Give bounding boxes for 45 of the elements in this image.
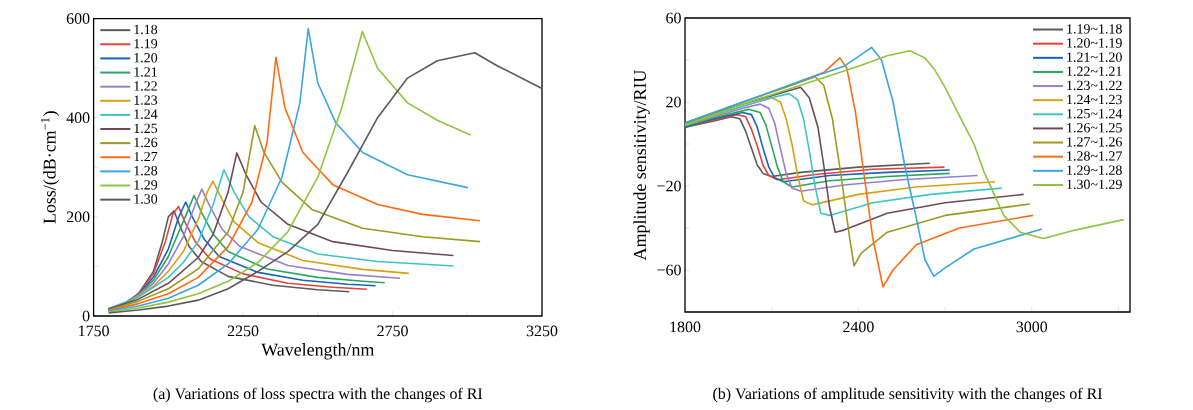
y-tick-label: −60 [657, 264, 681, 276]
text: (a) Variations of loss spectra with the changes of RI [153, 387, 483, 403]
x-axis-title: Wavelength/nm [261, 343, 375, 360]
legend-label: 1.24 [134, 109, 158, 119]
y-tick-label: 0 [82, 310, 90, 322]
y-tick-label: 200 [66, 211, 90, 223]
legend-label: 1.26~1.25 [1067, 123, 1122, 133]
y-axis-title: Loss/(dB·cm$^{−1}$) [40, 111, 60, 224]
legend-label: 1.20~1.19 [1067, 38, 1122, 48]
y-axis-title: Amplitude sensitivity/RIU [633, 69, 650, 261]
text: (b) Variations of amplitude sensitivity with the changes of RI [713, 387, 1103, 403]
x-tick-label: 2250 [227, 325, 259, 337]
x-tick-label: 1800 [670, 321, 701, 333]
legend-label: 1.25 [134, 123, 158, 134]
legend-label: 1.29 [134, 180, 158, 190]
legend-label: 1.23~1.22 [1067, 80, 1122, 91]
legend-label: 1.28 [134, 165, 158, 176]
legend-label: 1.30 [134, 194, 158, 204]
legend-label: 1.21~1.20 [1067, 52, 1122, 62]
legend-label: 1.23 [134, 95, 158, 105]
x-tick-label: 3250 [526, 325, 558, 337]
legend-label: 1.20 [134, 53, 158, 63]
legend-label: 1.28~1.27 [1067, 151, 1122, 161]
legend-label: 1.25~1.24 [1067, 108, 1123, 119]
legend-label: 1.18 [134, 24, 158, 35]
legend-label: 1.29~1.28 [1067, 165, 1122, 175]
legend-label: 1.27 [134, 151, 158, 162]
x-tick-label: 1750 [79, 325, 109, 337]
legend-label: 1.30~1.29 [1067, 179, 1122, 190]
legend-label: 1.19 [134, 38, 158, 49]
y-tick-label: −20 [657, 180, 681, 192]
legend-label: 1.26 [134, 137, 158, 148]
y-tick-label: 600 [66, 13, 90, 24]
legend-label: 1.22~1.21 [1067, 66, 1122, 77]
x-tick-label: 3000 [1016, 321, 1048, 333]
y-tick-label: 60 [666, 12, 681, 24]
legend-label: 1.27~1.26 [1067, 137, 1122, 147]
y-tick-label: 20 [666, 96, 681, 108]
x-tick-label: 2400 [843, 321, 874, 333]
legend-label: 1.24~1.23 [1067, 94, 1122, 105]
legend-label: 1.22 [134, 81, 157, 91]
y-tick-label: 400 [66, 112, 90, 124]
x-tick-label: 2750 [377, 325, 408, 337]
legend-label: 1.19~1.18 [1067, 24, 1122, 34]
legend-label: 1.21 [134, 67, 157, 77]
